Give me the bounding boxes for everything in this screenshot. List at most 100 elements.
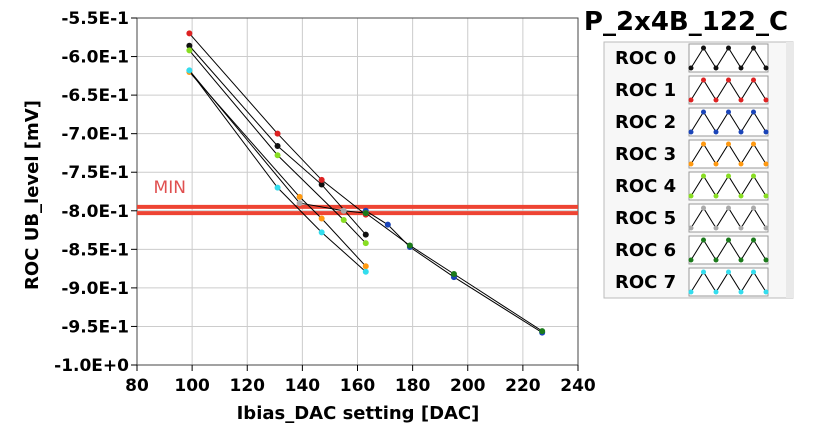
legend-marker — [751, 141, 756, 147]
legend-label: ROC 2 — [615, 112, 676, 133]
series-line — [188, 71, 367, 267]
data-point — [274, 143, 281, 150]
legend-marker — [751, 45, 756, 51]
series-line — [188, 70, 367, 273]
legend-marker — [726, 109, 731, 115]
x-tick-label: 200 — [450, 376, 486, 396]
legend-marker — [726, 173, 731, 179]
legend-marker — [701, 205, 706, 211]
data-point — [318, 229, 325, 236]
legend-marker — [713, 129, 719, 135]
data-point — [318, 176, 325, 183]
x-tick-label: 220 — [505, 376, 541, 396]
threshold-lines — [137, 204, 578, 216]
annotation-label: MIN — [154, 178, 186, 198]
x-tick-label: 140 — [285, 376, 321, 396]
legend: ROC 0 ROC 1 ROC 2 ROC 3 ROC 4 ROC 5 ROC 6 ROC 7 — [603, 41, 794, 299]
legend-marker — [763, 161, 769, 167]
data-point — [186, 47, 193, 54]
data-point — [318, 181, 325, 188]
legend-marker — [751, 173, 756, 179]
x-tick-label: 80 — [125, 376, 149, 396]
legend-marker — [738, 289, 744, 295]
series-line — [188, 33, 367, 216]
legend-marker — [751, 77, 756, 83]
series-6 — [362, 210, 546, 335]
data-point — [318, 215, 325, 222]
legend-marker — [751, 237, 756, 243]
legend-marker — [688, 129, 694, 135]
legend-marker — [763, 257, 769, 263]
y-tick-label: -8.0E-1 — [61, 202, 129, 222]
legend-marker — [738, 193, 744, 199]
x-tick-label: 180 — [395, 376, 431, 396]
legend-marker — [713, 257, 719, 263]
series-3 — [186, 68, 369, 270]
legend-marker — [738, 97, 744, 103]
legend-marker — [701, 45, 706, 51]
legend-marker — [688, 65, 694, 71]
legend-label: ROC 1 — [615, 80, 676, 101]
legend-marker — [688, 161, 694, 167]
series-line — [188, 50, 367, 244]
x-tick-label: 100 — [174, 376, 210, 396]
y-axis: -5.5E-1 -6.0E-1 -6.5E-1 -7.0E-1 -7.5E-1 -8.0E… — [54, 9, 137, 376]
series-group — [186, 30, 546, 336]
legend-marker — [713, 97, 719, 103]
data-point — [362, 268, 369, 275]
legend-marker — [701, 237, 706, 243]
y-tick-label: -7.5E-1 — [61, 163, 129, 183]
legend-marker — [688, 289, 694, 295]
y-tick-label: -9.5E-1 — [61, 317, 129, 337]
data-point — [362, 210, 369, 217]
legend-label: ROC 6 — [615, 240, 676, 261]
legend-marker — [713, 65, 719, 71]
legend-label: ROC 7 — [615, 272, 676, 293]
data-point — [340, 217, 347, 224]
data-point — [274, 184, 281, 191]
legend-label: ROC 0 — [615, 48, 676, 69]
data-point — [406, 242, 413, 249]
legend-marker — [738, 161, 744, 167]
y-tick-label: -9.0E-1 — [61, 279, 129, 299]
legend-scrollbar[interactable] — [786, 42, 794, 298]
chart-title: P_2x4B_122_C — [584, 7, 788, 37]
data-point — [274, 152, 281, 159]
y-tick-label: -6.5E-1 — [61, 86, 129, 106]
data-point — [186, 42, 193, 49]
legend-marker — [763, 97, 769, 103]
data-point — [362, 240, 369, 247]
legend-marker — [738, 225, 744, 231]
data-point — [450, 271, 457, 278]
legend-marker — [688, 257, 694, 263]
legend-marker — [726, 269, 731, 275]
legend-marker — [713, 289, 719, 295]
legend-marker — [701, 173, 706, 179]
series-4 — [186, 47, 369, 247]
x-tick-label: 160 — [340, 376, 376, 396]
series-7 — [186, 67, 369, 275]
data-point — [340, 207, 347, 214]
legend-marker — [751, 109, 756, 115]
data-point — [274, 130, 281, 137]
data-point — [362, 231, 369, 238]
legend-marker — [688, 97, 694, 103]
legend-marker — [713, 161, 719, 167]
data-point — [384, 221, 391, 228]
y-tick-label: -5.5E-1 — [61, 9, 129, 29]
legend-marker — [738, 257, 744, 263]
legend-marker — [701, 109, 706, 115]
legend-marker — [701, 141, 706, 147]
legend-marker — [713, 193, 719, 199]
y-tick-label: -6.0E-1 — [61, 48, 129, 68]
series-line — [188, 70, 366, 214]
x-axis-title: Ibias_DAC setting [DAC] — [237, 403, 480, 424]
legend-marker — [751, 269, 756, 275]
legend-label: ROC 5 — [615, 208, 676, 229]
legend-marker — [763, 225, 769, 231]
legend-marker — [688, 193, 694, 199]
series-5 — [186, 67, 369, 217]
legend-marker — [738, 129, 744, 135]
legend-marker — [763, 289, 769, 295]
